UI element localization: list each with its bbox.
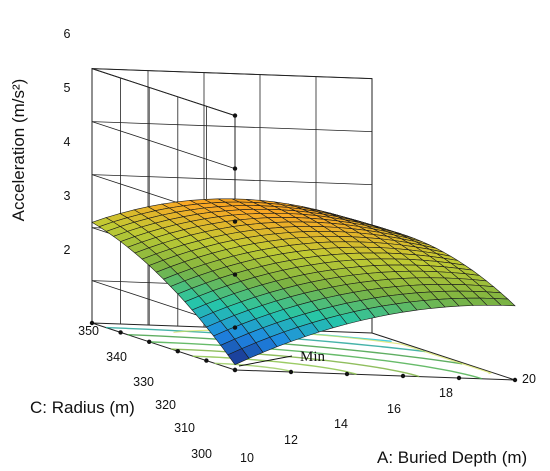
z-tick-label: 5 (64, 81, 71, 95)
z-tick-label: 4 (64, 135, 71, 149)
z-tick-mark (232, 272, 238, 277)
contour-line (214, 362, 295, 373)
y-tick-label: 320 (155, 398, 176, 412)
z-tick-label: 2 (64, 243, 71, 257)
wall-gridline (91, 121, 373, 169)
x-tick-label: 12 (284, 433, 298, 447)
y-tick-mark (232, 367, 238, 373)
response-surface (91, 198, 516, 366)
z-tick-mark (232, 325, 238, 330)
x-axis-title: A: Buried Depth (m) (377, 448, 527, 467)
z-tick-mark (232, 166, 238, 171)
y-tick-mark (89, 320, 95, 326)
x-tick-label: 16 (387, 402, 401, 416)
y-tick-label: 310 (174, 421, 195, 435)
x-tick-mark (344, 371, 350, 377)
surface-facet (227, 348, 250, 366)
x-tick-label: 18 (439, 386, 453, 400)
y-axis-ticks: 300 310 320 330 340 350 (78, 324, 212, 461)
min-annotation-leader (238, 355, 293, 367)
y-tick-label: 330 (133, 375, 154, 389)
y-tick-mark (175, 349, 180, 354)
contour-line (192, 355, 357, 376)
z-tick-label: 6 (64, 27, 71, 41)
z-axis-ticks: 2 3 4 5 6 (64, 27, 71, 257)
y-tick-label: 300 (191, 447, 212, 461)
x-tick-label: 20 (522, 372, 536, 386)
min-annotation: Min (300, 349, 326, 365)
z-tick-mark (232, 113, 238, 118)
x-tick-label: 14 (334, 417, 348, 431)
contour-line (171, 348, 420, 378)
y-tick-mark (147, 339, 152, 344)
chart-axes (89, 113, 518, 383)
x-tick-mark (512, 377, 518, 383)
z-tick-label: 3 (64, 189, 71, 203)
x-tick-label: 10 (240, 451, 254, 465)
y-tick-label: 340 (106, 350, 127, 364)
contour-line (149, 341, 483, 380)
wall-gridline (91, 68, 373, 116)
contour-line (127, 334, 463, 365)
x-tick-mark (288, 369, 294, 375)
x-tick-mark (456, 375, 462, 381)
y-axis-title: C: Radius (m) (30, 398, 135, 417)
y-tick-mark (204, 358, 209, 363)
x-tick-mark (400, 373, 406, 379)
y-tick-mark (118, 330, 123, 335)
z-tick-mark (232, 219, 238, 224)
x-axis-ticks: 10 12 14 16 18 20 (240, 372, 536, 465)
z-axis-title: Acceleration (m/s²) (9, 79, 28, 222)
y-tick-label: 350 (78, 324, 99, 338)
